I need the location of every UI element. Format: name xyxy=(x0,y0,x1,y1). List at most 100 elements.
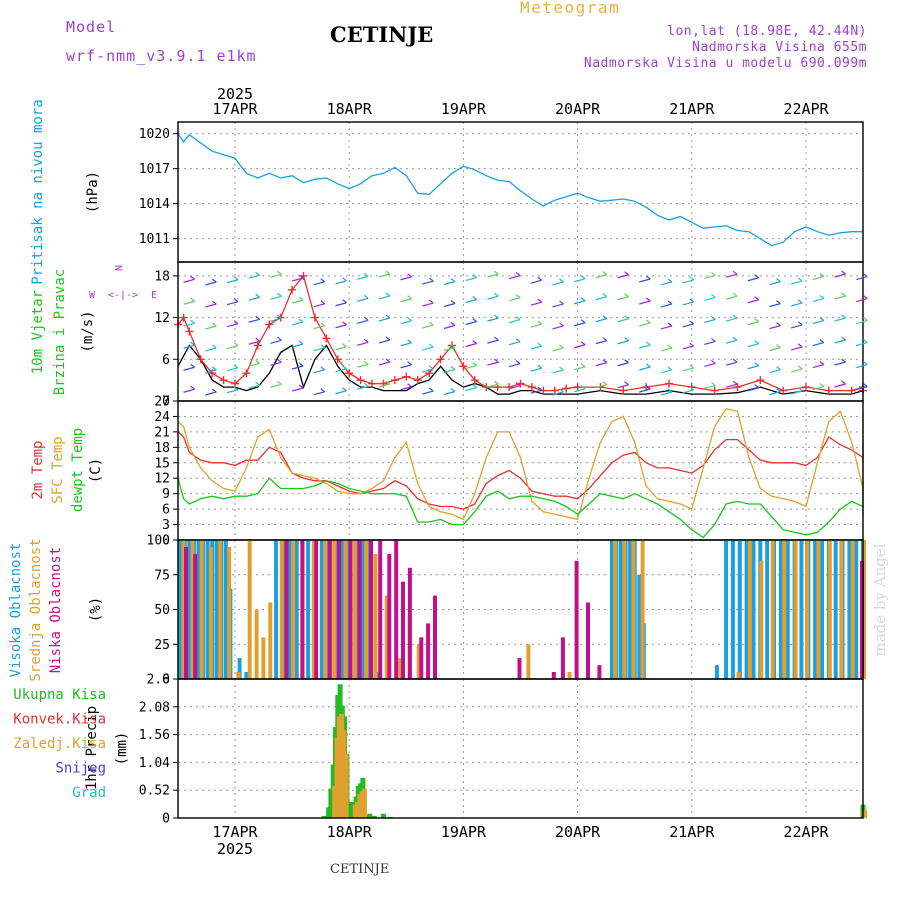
legend-3: Snijeg xyxy=(55,761,106,777)
y-tick-label: 18 xyxy=(154,269,170,284)
wind-barb-head xyxy=(819,273,825,278)
wind-barb-head xyxy=(515,382,521,387)
wind-barbs xyxy=(183,270,868,396)
wind-barb xyxy=(747,387,759,392)
bar-mid_cloud xyxy=(218,540,222,679)
gust-marker xyxy=(619,386,628,395)
gust-marker xyxy=(710,386,719,395)
wind-barb xyxy=(682,323,694,328)
gust-marker xyxy=(179,313,188,322)
bar-high_cloud xyxy=(609,540,614,679)
bar-high_cloud xyxy=(187,540,192,679)
y-tick-label: 0 xyxy=(162,395,170,410)
wind-barb-head xyxy=(862,339,868,344)
bar-mid_cloud xyxy=(827,540,832,679)
bar-mid_cloud xyxy=(261,637,266,679)
wind-barb-head xyxy=(732,380,738,385)
wind-barb xyxy=(183,322,195,327)
wind-barb xyxy=(248,318,260,323)
wind-barb-head xyxy=(841,380,846,385)
bar-low_cloud xyxy=(586,602,590,679)
bar-mid_cloud xyxy=(343,540,348,679)
bar-mid_cloud xyxy=(631,540,636,679)
wind-barb xyxy=(617,274,629,279)
wind-barb xyxy=(617,362,629,367)
wind-barb xyxy=(465,320,477,326)
wind-barb-head xyxy=(580,341,586,346)
wind-barb xyxy=(617,340,629,345)
wind-barb-head xyxy=(385,292,391,297)
gust-marker xyxy=(185,327,194,336)
wind-barb-head xyxy=(754,340,760,345)
wind-barb xyxy=(725,383,738,388)
wind-barb xyxy=(530,301,542,306)
series-mid_cloud xyxy=(181,540,866,680)
gust-marker xyxy=(802,383,810,392)
wind-barb xyxy=(639,344,651,349)
wind-barb-head xyxy=(624,315,629,320)
wind-barb xyxy=(769,347,781,352)
wind-barb xyxy=(443,346,456,352)
bar-high_cloud xyxy=(751,540,756,679)
bar-high_cloud xyxy=(714,665,719,679)
wind-barb-head xyxy=(711,271,716,276)
y-tick-label: 0 xyxy=(162,534,170,549)
bar-low_cloud xyxy=(314,540,319,679)
wind-barb xyxy=(335,368,347,373)
wind-barb-head xyxy=(776,322,781,327)
bar-low_cloud xyxy=(426,623,431,679)
wind-barb-head xyxy=(711,381,716,386)
wind-barb xyxy=(552,325,564,330)
wind-barb xyxy=(378,383,391,388)
wind-barb xyxy=(248,362,260,367)
panel-precip: 0 0.52 1.04 1.56 2.08 2.6 (mm) xyxy=(114,673,867,827)
axis-title-low-cloud: Niska Oblacnost xyxy=(48,547,64,673)
gust-marker xyxy=(573,383,582,392)
wind-barb xyxy=(465,342,477,348)
wind-barb-head xyxy=(277,380,282,385)
wind-barb xyxy=(530,323,542,328)
wind-barb xyxy=(183,300,195,305)
unit-label: (hPa) xyxy=(85,171,101,213)
wind-barb-head xyxy=(494,270,499,275)
wind-barb xyxy=(508,275,521,280)
wind-barb-head xyxy=(255,293,261,298)
wind-barb xyxy=(291,321,304,326)
wind-barb xyxy=(747,343,759,348)
wind-barb xyxy=(291,299,304,304)
model-elevation-label: Nadmorska Visina u modelu 690.099m xyxy=(583,56,867,71)
series-line-wind_speed xyxy=(177,344,864,395)
wind-barb xyxy=(595,362,608,367)
bar-high_cloud xyxy=(340,540,345,679)
wind-barb xyxy=(747,321,759,326)
y-tick-label: 1.56 xyxy=(139,728,170,743)
wind-barb xyxy=(790,346,803,351)
wind-barb-head xyxy=(515,360,521,365)
wind-barb xyxy=(639,300,651,305)
wind-barb xyxy=(660,347,673,352)
wind-barb-head xyxy=(320,322,326,327)
wind-barb-head xyxy=(732,270,738,275)
wind-barb xyxy=(682,389,694,394)
gust-marker xyxy=(310,313,319,322)
wind-barb-head xyxy=(645,363,651,368)
wind-barb xyxy=(574,322,586,327)
x-label-bottom: 19APR xyxy=(441,823,487,841)
wind-barb xyxy=(660,303,673,308)
x-label-bottom: 17APR xyxy=(212,823,258,841)
wind-barb xyxy=(856,385,868,391)
panel-frame xyxy=(177,400,864,541)
bar-mid_cloud xyxy=(227,547,232,679)
bar-mid_cloud xyxy=(199,540,204,679)
y-tick-label: 25 xyxy=(154,638,170,653)
wind-barb-head xyxy=(407,295,412,300)
wind-barb xyxy=(725,317,738,322)
unit-label: (%) xyxy=(88,597,104,622)
wind-barb-head xyxy=(298,274,304,279)
wind-barb-head xyxy=(255,315,261,320)
wind-barb-head xyxy=(819,383,825,388)
wind-barb-head xyxy=(624,293,629,298)
wind-barb xyxy=(487,361,499,366)
wind-barb xyxy=(291,277,304,282)
wind-barb xyxy=(313,391,325,396)
